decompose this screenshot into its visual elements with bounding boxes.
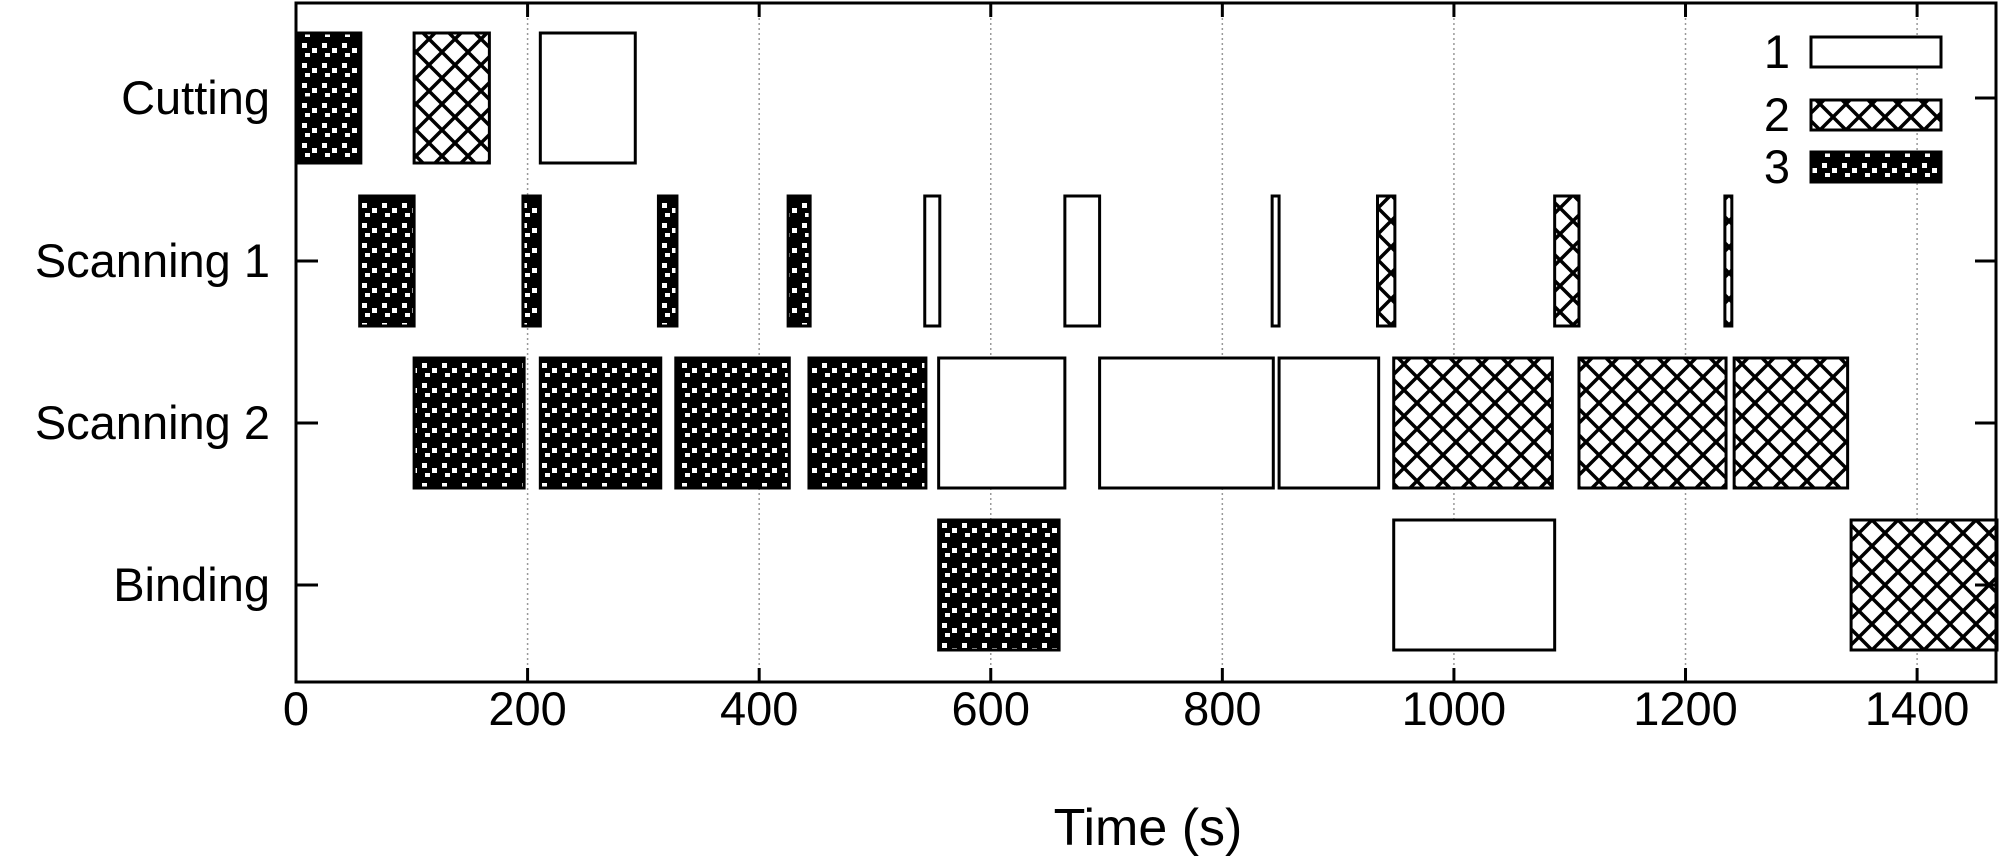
task-bar-scanning-1-job-3	[358, 194, 416, 328]
task-bar-scanning-2-job-2	[1732, 356, 1850, 490]
task-bar-scanning-2-job-2	[1577, 356, 1728, 490]
task-bar-scanning-2-job-3	[807, 356, 928, 490]
y-category-label: Scanning 1	[35, 234, 270, 287]
x-tick-label: 1400	[1865, 682, 1970, 735]
x-tick-label: 800	[1183, 682, 1261, 735]
x-tick-label: 0	[283, 682, 309, 735]
legend-label: 2	[1764, 88, 1790, 141]
legend-swatch-crosshatch	[1809, 98, 1943, 132]
task-bar-scanning-2-job-1	[1098, 356, 1275, 490]
task-bars	[294, 31, 1999, 652]
task-bar-binding-job-3	[937, 518, 1061, 652]
task-bar-binding-job-1	[1392, 518, 1557, 652]
task-bar-scanning-1-job-2	[1376, 194, 1397, 328]
x-tick-label: 1200	[1633, 682, 1738, 735]
task-bar-scanning-1-job-1	[1063, 194, 1102, 328]
task-bar-cutting-job-1	[538, 31, 637, 165]
task-bar-scanning-2-job-1	[937, 356, 1067, 490]
y-category-label: Cutting	[121, 71, 270, 124]
task-bar-scanning-1-job-1	[1270, 194, 1281, 328]
y-category-label: Scanning 2	[35, 396, 270, 449]
x-axis-title: Time (s)	[1054, 799, 1243, 857]
task-bar-scanning-1-job-1	[923, 194, 942, 328]
legend-label: 3	[1764, 140, 1790, 193]
y-category-labels: Cutting Scanning 1 Scanning 2 Binding	[35, 71, 270, 611]
task-bar-scanning-1-job-3	[786, 194, 812, 328]
legend: 1 23	[1764, 25, 1943, 193]
grid-lines	[526, 3, 1918, 682]
task-bar-cutting-job-2	[412, 31, 491, 165]
task-bar-scanning-2-job-3	[674, 356, 791, 490]
legend-label: 1	[1764, 25, 1790, 78]
legend-swatch-empty	[1809, 35, 1943, 69]
task-bar-scanning-2-job-2	[1392, 356, 1554, 490]
task-bar-scanning-1-job-2	[1553, 194, 1581, 328]
y-category-label: Binding	[113, 558, 270, 611]
x-tick-labels: 0 200 400 600 800 1000 1200 1400	[283, 682, 1969, 735]
task-bar-scanning-1-job-3	[521, 194, 542, 328]
task-bar-scanning-2-job-1	[1277, 356, 1381, 490]
x-tick-label: 200	[488, 682, 566, 735]
task-bar-scanning-1-job-3	[656, 194, 679, 328]
legend-swatch-checker	[1809, 150, 1943, 184]
x-tick-label: 400	[720, 682, 798, 735]
plot-frame	[294, 1, 1998, 684]
axis-ticks	[294, 3, 1997, 682]
task-bar-scanning-2-job-3	[412, 356, 526, 490]
task-bar-scanning-1-job-2	[1723, 194, 1734, 328]
x-tick-label: 1000	[1402, 682, 1507, 735]
task-bar-scanning-2-job-3	[538, 356, 663, 490]
x-tick-label: 600	[952, 682, 1030, 735]
